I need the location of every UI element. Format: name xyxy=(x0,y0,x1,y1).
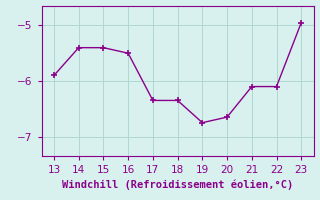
X-axis label: Windchill (Refroidissement éolien,°C): Windchill (Refroidissement éolien,°C) xyxy=(62,179,293,190)
